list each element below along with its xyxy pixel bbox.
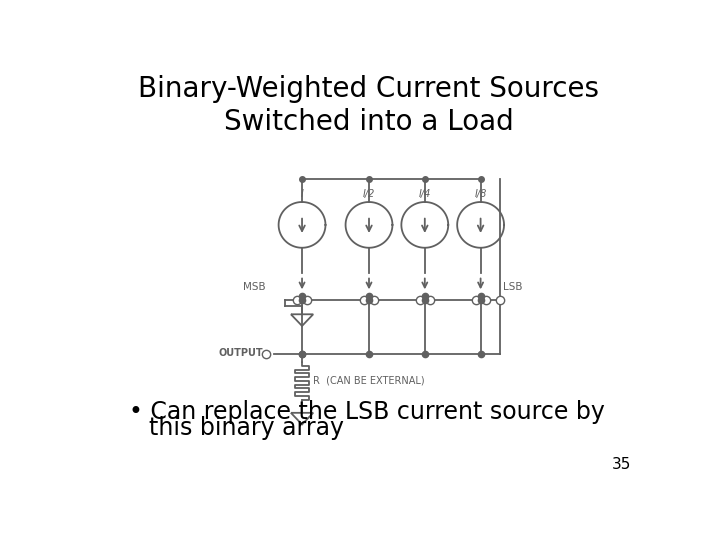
Text: Binary-Weighted Current Sources
Switched into a Load: Binary-Weighted Current Sources Switched…: [138, 75, 600, 136]
Text: OUTPUT: OUTPUT: [218, 348, 263, 359]
Text: I/2: I/2: [363, 188, 375, 199]
Text: I/8: I/8: [474, 188, 487, 199]
Text: 35: 35: [612, 457, 631, 472]
Text: LSB: LSB: [503, 282, 523, 292]
Text: R  (CAN BE EXTERNAL): R (CAN BE EXTERNAL): [313, 376, 425, 386]
Text: this binary array: this binary array: [148, 416, 343, 440]
Text: MSB: MSB: [243, 282, 266, 292]
Text: I/4: I/4: [418, 188, 431, 199]
Text: • Can replace the LSB current source by: • Can replace the LSB current source by: [129, 400, 605, 423]
Text: I: I: [301, 188, 303, 199]
